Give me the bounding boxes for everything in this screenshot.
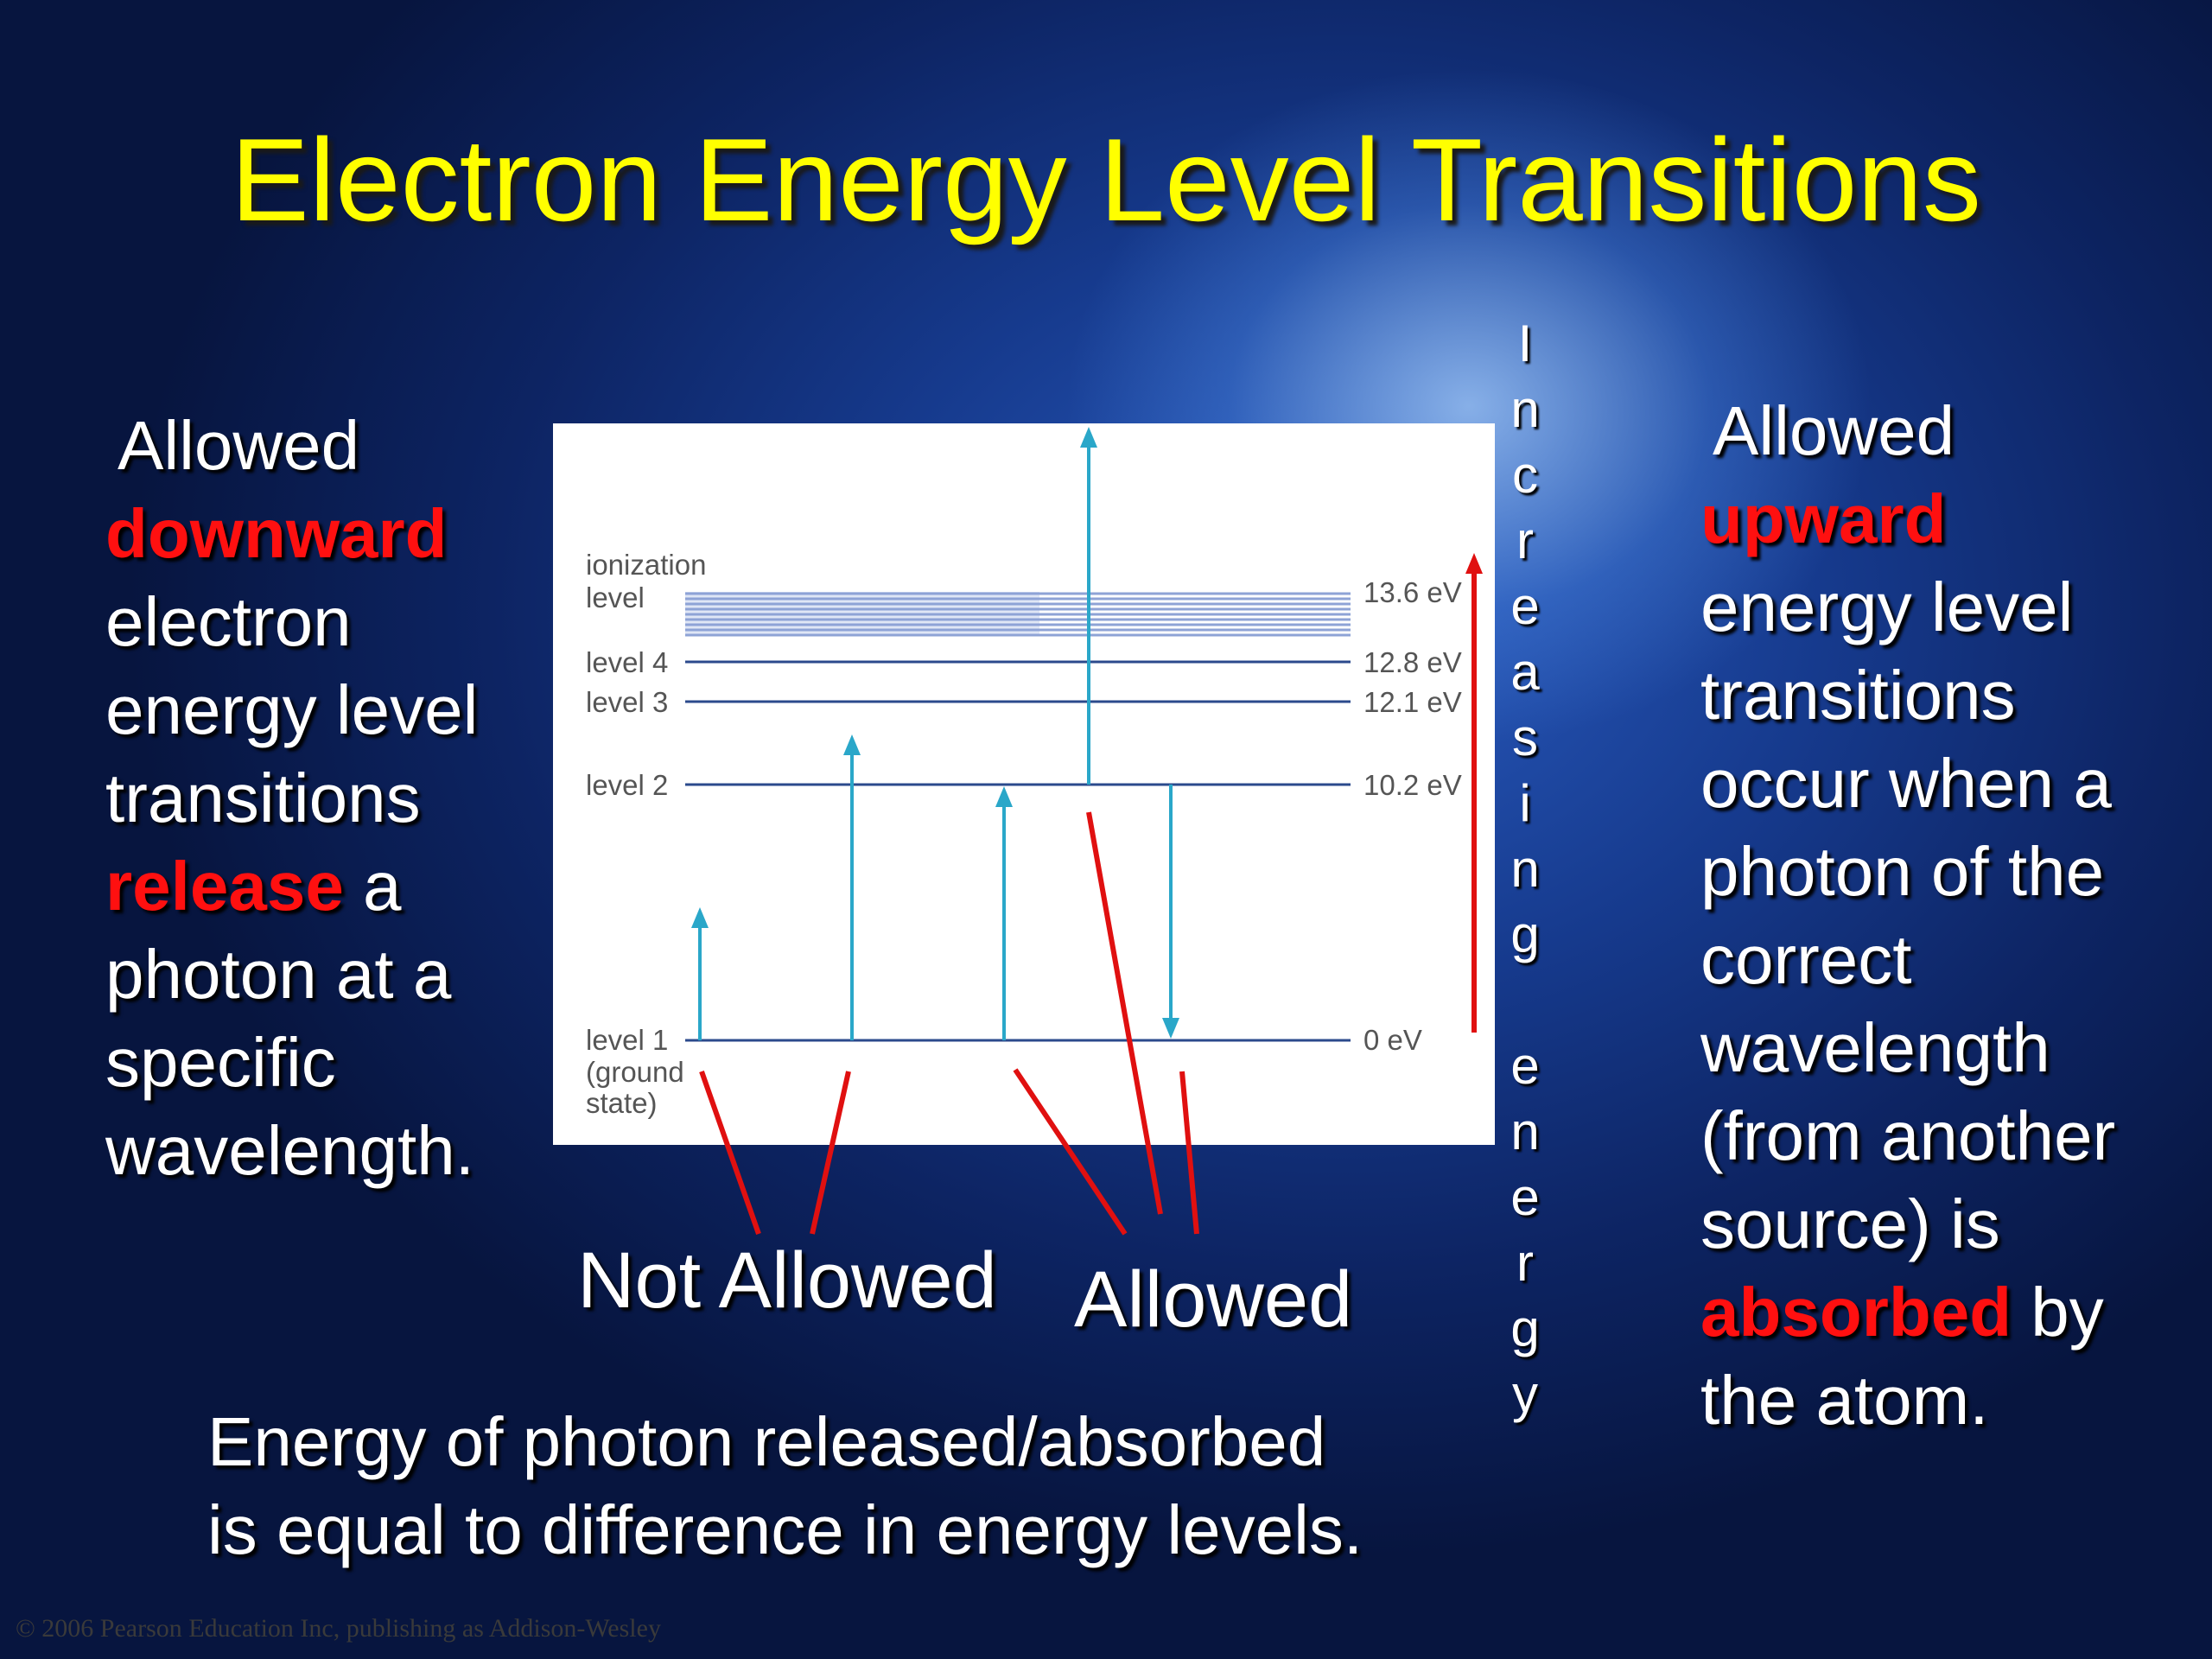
bottom-statement: Energy of photon released/absorbed is eq… [207,1398,1363,1574]
left-line: photon at a [105,936,452,1013]
energy-value-level-4: 12.8 eV [1363,646,1462,678]
energy-value-level-2: 10.2 eV [1363,769,1462,801]
right-line: occur when a [1700,745,2112,822]
vertical-letter: s [1512,709,1538,766]
right-keyword-absorbed: absorbed [1700,1274,2012,1351]
arrow-not-allowed-1 [691,907,709,1040]
transition-arrows [691,427,1179,1040]
arrow-allowed-1-to-2 [995,786,1013,1040]
not-allowed-caption: Not Allowed [577,1236,997,1325]
left-line: Allowed [118,407,360,484]
energy-level-diagram: ionization level level 4 level 3 level 2… [553,423,1495,1145]
left-line: specific [105,1024,336,1101]
ionization-label: ionization [586,549,706,581]
right-keyword-upward: upward [1700,480,1947,557]
left-line: wavelength. [105,1112,474,1189]
increasing-energy-label: I n c r e a s i n g e n e r g y [1495,311,1555,1427]
ionization-band [685,592,1351,637]
vertical-letter: e [1510,1168,1540,1226]
ground-state-label-2: state) [586,1087,658,1119]
left-keyword-downward: downward [105,495,448,572]
bottom-line: Energy of photon released/absorbed [207,1403,1326,1480]
right-line: photon of the [1700,833,2105,910]
left-keyword-release: release [105,848,344,925]
allowed-caption: Allowed [1074,1255,1353,1344]
right-line: source) is [1700,1185,2000,1262]
slide-title: Electron Energy Level Transitions [231,114,1981,245]
arrow-not-allowed-2 [843,734,861,1040]
ionization-label-2: level [586,582,645,613]
left-line: transitions [105,760,421,836]
vertical-letter: e [1510,577,1540,635]
level-1-label: level 1 [586,1024,668,1056]
left-line: electron [105,583,352,660]
right-line: the atom. [1700,1362,1989,1439]
vertical-letter: a [1510,643,1540,701]
energy-value-level-1: 0 eV [1363,1024,1422,1056]
left-line-rest: a [343,848,402,925]
right-line-rest: by [2012,1274,2104,1351]
vertical-letter: g [1510,906,1540,963]
right-line: Allowed [1713,392,1955,469]
vertical-letter: n [1510,380,1540,438]
vertical-letter: r [1516,512,1534,569]
left-line: release a [105,842,555,931]
right-line: (from another [1700,1097,2116,1174]
right-line: energy level [1700,569,2074,645]
vertical-letter: c [1512,446,1538,504]
ground-state-label: (ground [586,1056,684,1088]
vertical-letter: g [1510,1300,1540,1357]
level-3-label: level 3 [586,686,668,718]
vertical-letter: I [1517,315,1533,372]
vertical-letter-space [1495,968,1555,1033]
arrow-allowed-2-to-ionization [1080,427,1097,785]
vertical-letter: n [1510,1103,1540,1160]
vertical-letter: i [1519,774,1531,832]
vertical-letter: r [1516,1234,1534,1292]
level-4-label: level 4 [586,646,668,678]
energy-value-level-3: 12.1 eV [1363,686,1462,718]
vertical-letter: n [1510,840,1540,898]
vertical-letter: e [1510,1037,1540,1095]
copyright-notice: © 2006 Pearson Education Inc, publishing… [16,1614,661,1643]
level-2-label: level 2 [586,769,668,801]
left-line: energy level [105,671,479,748]
right-line: absorbed by [1700,1268,2184,1357]
left-paragraph: Allowed downward electron energy level t… [105,402,555,1195]
bottom-line: is equal to difference in energy levels. [207,1491,1363,1568]
right-line: transitions [1700,657,2016,734]
right-line: correct [1700,921,1912,998]
energy-value-ionization: 13.6 eV [1363,576,1462,608]
energy-level-svg: ionization level level 4 level 3 level 2… [586,427,1462,1119]
right-line: wavelength [1700,1009,2050,1086]
arrow-allowed-2-to-1-down [1162,785,1179,1039]
right-paragraph: Allowed upward energy level transitions … [1700,387,2184,1445]
vertical-letter: y [1512,1365,1538,1423]
